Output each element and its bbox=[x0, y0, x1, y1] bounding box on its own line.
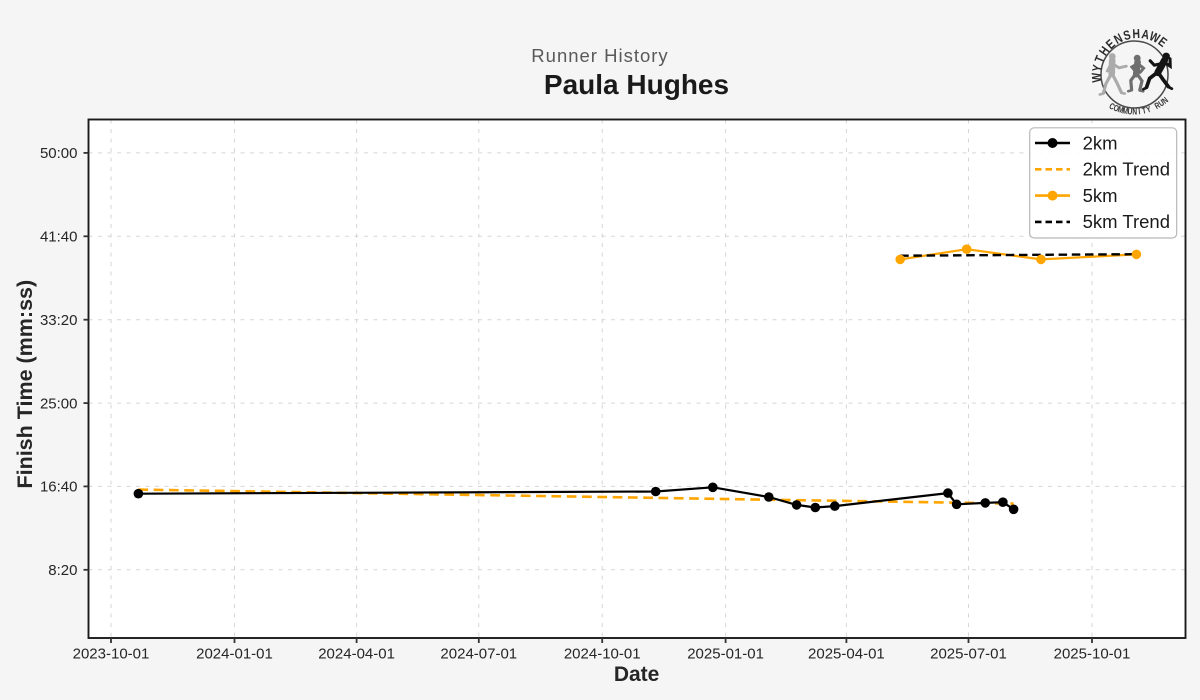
svg-text:T: T bbox=[1141, 105, 1147, 116]
svg-text:2km: 2km bbox=[1083, 132, 1118, 153]
svg-text:2024-04-01: 2024-04-01 bbox=[318, 646, 395, 663]
svg-text:R: R bbox=[1153, 100, 1162, 111]
svg-text:O: O bbox=[1112, 103, 1120, 114]
svg-text:H: H bbox=[1132, 27, 1140, 42]
svg-text:2024-07-01: 2024-07-01 bbox=[440, 646, 517, 663]
svg-text:16:40: 16:40 bbox=[40, 479, 78, 496]
svg-text:Paula Hughes: Paula Hughes bbox=[544, 69, 729, 100]
svg-text:M: M bbox=[1117, 104, 1125, 115]
svg-text:2025-04-01: 2025-04-01 bbox=[808, 646, 885, 663]
svg-text:5km: 5km bbox=[1083, 185, 1118, 206]
svg-text:Y: Y bbox=[1145, 104, 1153, 115]
svg-text:2025-10-01: 2025-10-01 bbox=[1054, 646, 1131, 663]
svg-text:S: S bbox=[1122, 28, 1133, 44]
svg-text:Y: Y bbox=[1090, 64, 1105, 73]
svg-text:Date: Date bbox=[614, 663, 660, 686]
svg-text:2025-01-01: 2025-01-01 bbox=[687, 646, 764, 663]
svg-text:33:20: 33:20 bbox=[40, 312, 78, 329]
svg-text:25:00: 25:00 bbox=[40, 395, 78, 412]
svg-text:C: C bbox=[1107, 101, 1116, 112]
svg-text:41:40: 41:40 bbox=[40, 229, 78, 246]
svg-text:U: U bbox=[1157, 98, 1167, 109]
svg-text:2km Trend: 2km Trend bbox=[1083, 159, 1170, 180]
svg-text:U: U bbox=[1127, 106, 1133, 117]
svg-text:W: W bbox=[1090, 72, 1105, 83]
svg-text:A: A bbox=[1140, 27, 1150, 43]
svg-text:2025-07-01: 2025-07-01 bbox=[930, 646, 1007, 663]
svg-text:5km Trend: 5km Trend bbox=[1083, 211, 1170, 232]
svg-text:Runner History: Runner History bbox=[531, 45, 668, 66]
svg-text:8:20: 8:20 bbox=[48, 562, 77, 579]
svg-text:2023-10-01: 2023-10-01 bbox=[73, 646, 150, 663]
svg-text:Finish Time (mm:ss): Finish Time (mm:ss) bbox=[13, 280, 37, 489]
svg-text:N: N bbox=[1132, 107, 1137, 117]
svg-text:2024-10-01: 2024-10-01 bbox=[564, 646, 641, 663]
svg-text:2024-01-01: 2024-01-01 bbox=[196, 646, 273, 663]
svg-text:I: I bbox=[1138, 106, 1141, 116]
svg-text:N: N bbox=[1160, 95, 1170, 106]
svg-text:M: M bbox=[1122, 105, 1129, 116]
svg-text:50:00: 50:00 bbox=[40, 145, 78, 162]
